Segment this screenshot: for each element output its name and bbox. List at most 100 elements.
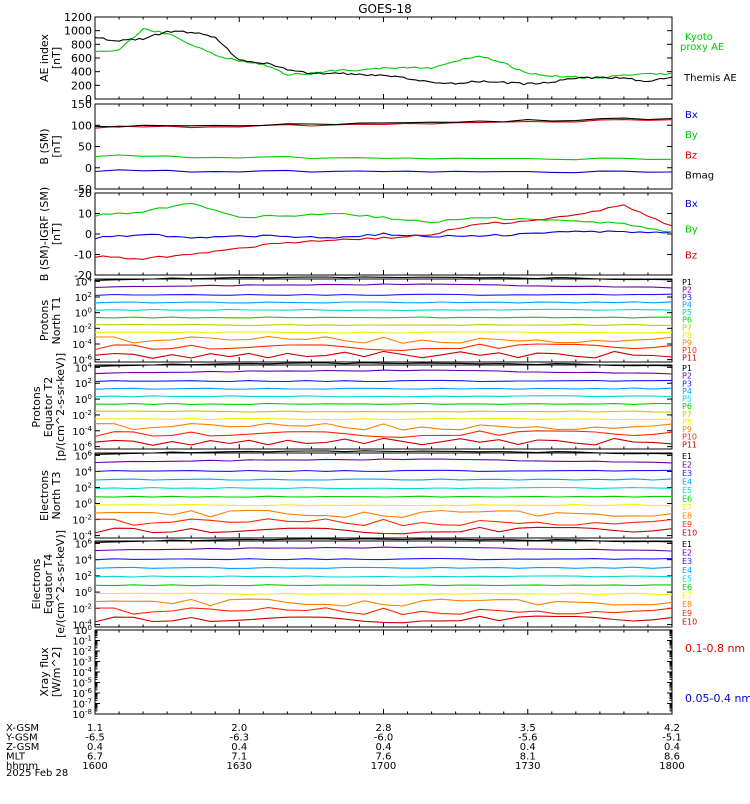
ephemeris-value: 1630 [227,761,252,772]
y-axis-label: Equator T2 [42,377,55,437]
ephemeris-value: -6.0 [374,733,394,744]
ephemeris-value: 0.4 [520,742,536,753]
ephemeris-value: 2.0 [231,723,247,734]
channel-label-p11: P11 [682,353,697,362]
series-line-themis-ae [94,30,673,86]
channel-label-p6: P6 [682,402,692,411]
ephemeris-value: 2.8 [376,723,392,734]
y-tick-label: 20 [78,187,92,200]
flux-line-p4 [94,387,673,390]
y-tick-label: 1000 [64,25,92,38]
y-tick-label: 102 [75,570,92,583]
y-tick-label: 10-6 [72,687,92,700]
panel-frame [94,452,673,539]
channel-label-e3: E3 [682,557,692,566]
channel-label-e6: E6 [682,583,692,592]
flux-line-p11 [94,437,673,446]
flux-line-p5 [94,308,673,311]
flux-line-e3 [94,469,673,473]
y-tick-label: 0 [85,93,92,106]
ephemeris-value: -5.1 [662,733,682,744]
channel-label-p4: P4 [682,387,692,396]
ephemeris-value: 1600 [82,761,107,772]
y-tick-label: 600 [71,52,92,65]
channel-label-p5: P5 [682,308,692,317]
y-tick-label: 100 [75,586,92,599]
ephemeris-value: 0.4 [87,742,103,753]
ephemeris-value: 0.4 [664,742,680,753]
y-tick-label: 10 [78,208,92,221]
channel-label-p5: P5 [682,395,692,404]
channel-label-e4: E4 [682,566,692,575]
channel-label-p3: P3 [682,379,692,388]
y-tick-label: 10-7 [72,698,92,711]
ephemeris-row-label: X-GSM [6,723,39,734]
channel-label-p9: P9 [682,338,692,347]
channel-label-e1: E1 [682,452,692,461]
y-tick-label: 150 [71,98,92,111]
y-axis-label: North T3 [50,472,63,520]
flux-line-e1 [94,450,673,455]
y-axis-label: Xray flux [38,647,51,697]
channel-label-p3: P3 [682,293,692,302]
series-line-bmag [94,117,673,128]
panel-frame [94,103,673,190]
flux-line-p10 [94,430,673,438]
y-tick-label: 100 [75,498,92,511]
channel-label-e8: E8 [682,600,692,609]
ephemeris-row-label: hhmm [6,761,38,772]
y-tick-label: -50 [74,183,92,196]
flux-line-e10 [94,526,673,535]
flux-line-e2 [94,546,673,552]
flux-line-p9 [95,336,673,344]
flux-line-p7 [95,410,673,413]
y-tick-label: 0 [85,162,92,175]
channel-label-e9: E9 [682,609,692,618]
flux-line-e6 [94,495,672,498]
y-tick-label: -10 [74,249,92,262]
flux-line-p1 [94,276,673,281]
flux-line-e4 [94,478,673,481]
flux-line-p3 [94,379,673,383]
channel-label-e5: E5 [682,574,692,583]
y-tick-label: 10-3 [72,656,92,669]
flux-line-p8 [94,331,673,334]
y-tick-label: 0 [85,228,92,241]
ephemeris-row-label: MLT [6,752,26,763]
y-tick-label: 10-5 [72,677,92,690]
legend-xray-short: 0.05-0.4 nm [685,692,750,705]
flux-line-e7 [95,504,673,507]
y-tick-label: 104 [75,554,93,567]
y-tick-label: 102 [75,481,92,494]
ephemeris-value: 3.5 [520,723,536,734]
y-axis-label: Protons [30,386,43,427]
channel-label-e1: E1 [682,540,692,549]
y-tick-label: 100 [75,393,92,406]
flux-line-p9 [95,422,673,431]
ephemeris-value: 8.6 [664,752,680,763]
y-tick-label: 400 [71,66,92,79]
legend-bz: Bz [685,250,697,261]
y-axis-label: [e/(cm^2-s-sr-keV)] [54,530,67,638]
flux-line-e6 [94,584,672,587]
channel-label-p10: P10 [682,346,697,355]
channel-label-e8: E8 [682,512,692,521]
flux-line-e8 [94,598,673,607]
flux-line-e4 [94,566,673,569]
ephemeris-row-label: Z-GSM [6,742,39,753]
ephemeris-value: 1800 [659,761,684,772]
series-line-kyoto-proxy-ae [94,28,673,79]
y-tick-label: 10-2 [72,602,92,615]
flux-line-e1 [94,538,673,543]
chart-title: GOES-18 [358,2,412,16]
y-axis-label: [W/m^2] [50,647,63,697]
plot-date: 2025 Feb 28 [6,768,68,779]
y-tick-label: 10-4 [72,338,92,351]
y-tick-label: 102 [75,377,92,390]
channel-label-e7: E7 [682,503,692,512]
y-tick-label: 106 [75,537,93,550]
y-tick-label: 10-2 [72,322,92,335]
y-tick-label: 10-6 [72,354,92,367]
y-axis-label: B (SM) [38,128,51,164]
channel-label-p8: P8 [682,331,692,340]
